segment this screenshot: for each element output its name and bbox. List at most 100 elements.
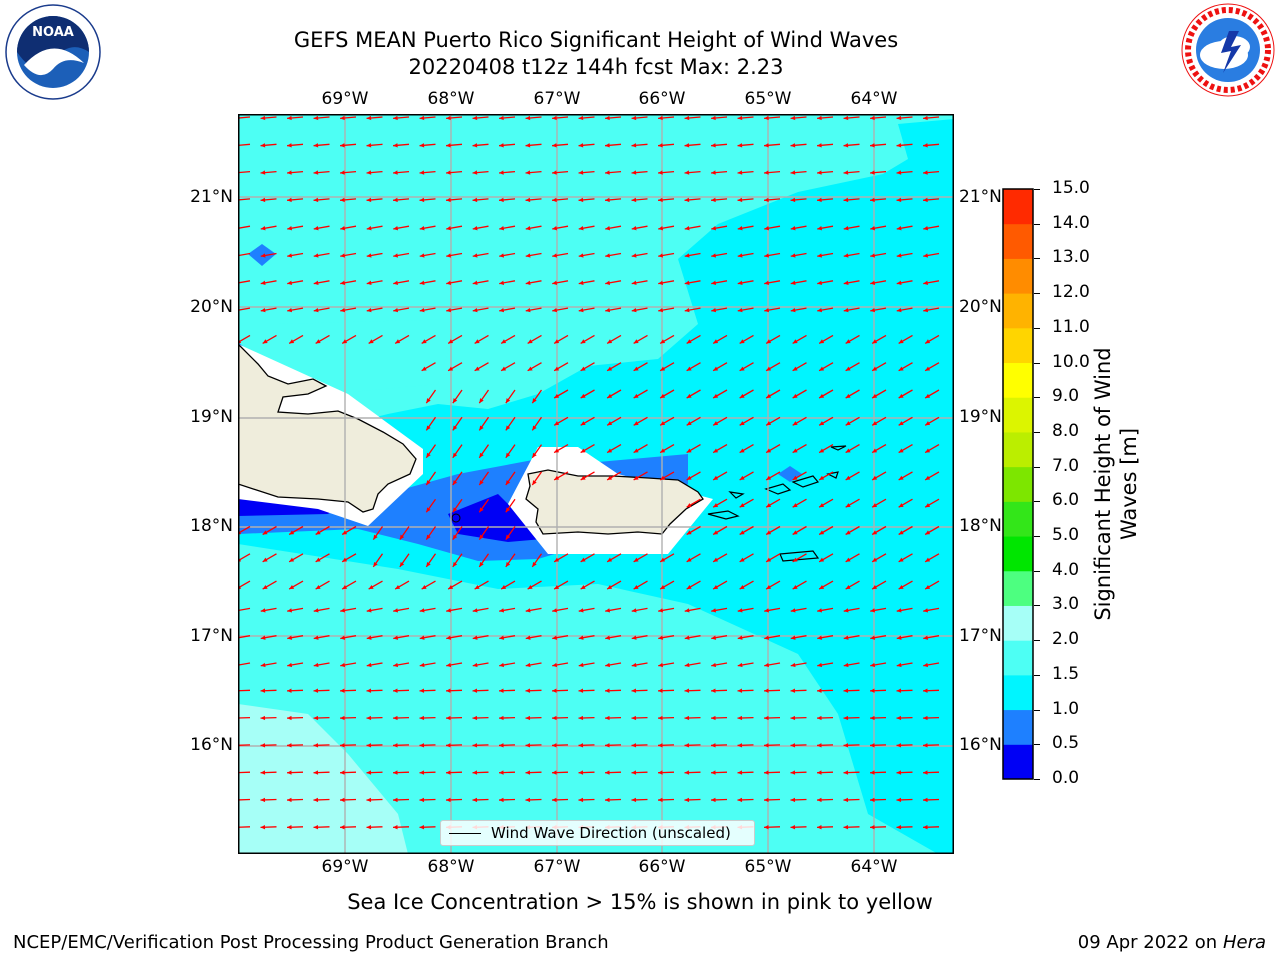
wave-direction-arrowhead (790, 170, 796, 175)
wave-direction-arrowhead (605, 797, 610, 803)
wave-direction-arrowhead (898, 475, 904, 480)
wave-direction-arrowhead (713, 530, 719, 535)
wave-direction-arrowhead (368, 339, 374, 344)
wave-direction-arrowhead (658, 197, 663, 203)
wave-direction-arrowhead (817, 662, 823, 668)
wave-direction-arrowhead (658, 143, 663, 148)
wave-direction-arrowhead (313, 743, 319, 748)
wave-direction-arrowhead (898, 530, 904, 535)
colorbar-tick-mark (1034, 431, 1040, 433)
wave-direction-arrowhead (340, 715, 345, 721)
wave-direction-arrowhead (421, 339, 427, 344)
wave-direction-arrowhead (605, 170, 610, 175)
wave-direction-arrowhead (313, 307, 319, 313)
wave-direction-arrowhead (527, 584, 533, 590)
wave-direction-arrowhead (843, 635, 849, 640)
wave-direction-arrowhead (313, 170, 319, 175)
wave-direction-arrowhead (366, 226, 372, 231)
wave-direction-arrowhead (896, 635, 902, 640)
legend-label: Wind Wave Direction (unscaled) (491, 824, 731, 842)
lat-label-right: 20°N (959, 297, 1002, 317)
wave-direction-arrowhead (260, 743, 266, 748)
map-subtitle-forecast: 20220408 t12z 144h fcst Max: 2.23 (408, 55, 784, 79)
wave-direction-arrowhead (819, 530, 825, 535)
wave-direction-arrowhead (393, 715, 398, 721)
wave-direction-arrowhead (395, 339, 401, 344)
wave-direction-arrowhead (631, 662, 637, 668)
wave-direction-arrowhead (684, 635, 690, 640)
wave-direction-arrowhead (287, 635, 293, 640)
wave-direction-arrowhead (896, 662, 902, 668)
wave-direction-arrowhead (426, 561, 431, 567)
wave-direction-arrowhead (658, 662, 664, 668)
wave-direction-arrowhead (845, 366, 851, 371)
wave-direction-arrowhead (472, 797, 478, 803)
wave-direction-arrowhead (819, 475, 825, 480)
wave-direction-arrowhead (896, 307, 902, 313)
wave-direction-arrowhead (554, 339, 560, 344)
wave-direction-arrowhead (870, 608, 876, 613)
wave-direction-arrowhead (843, 715, 849, 721)
wave-direction-arrowhead (713, 448, 719, 453)
wave-direction-arrowhead (472, 743, 478, 748)
wave-direction-arrowhead (393, 197, 398, 203)
wave-direction-arrowhead (633, 448, 639, 453)
wave-direction-arrowhead (552, 170, 557, 175)
wave-direction-arrowhead (684, 770, 690, 775)
wave-direction-arrowhead (764, 688, 769, 693)
wave-direction-arrowhead (819, 503, 825, 508)
wave-direction-arrowhead (578, 662, 584, 668)
wave-direction-arrowhead (870, 280, 876, 285)
wave-direction-arrowhead (713, 393, 719, 398)
colorbar-tick-mark (1034, 223, 1040, 225)
wave-direction-arrowhead (845, 339, 851, 344)
wave-direction-arrowhead (790, 197, 796, 203)
wave-direction-arrowhead (713, 503, 719, 508)
wave-direction-arrow (238, 716, 251, 719)
wave-direction-arrowhead (605, 662, 611, 668)
wave-direction-arrowhead (340, 635, 346, 640)
wave-direction-arrowhead (287, 115, 292, 121)
wave-direction-arrowhead (898, 448, 904, 453)
map-legend: Wind Wave Direction (unscaled) (440, 820, 755, 846)
wave-direction-arrowhead (260, 825, 266, 830)
island-st-croix (779, 550, 820, 562)
wave-direction-arrowhead (419, 280, 425, 285)
wave-direction-arrowhead (843, 797, 849, 803)
wave-direction-arrowhead (764, 197, 769, 203)
wave-direction-arrowhead (525, 280, 531, 285)
wave-direction-arrowhead (766, 584, 772, 590)
wave-direction-arrowhead (366, 797, 372, 803)
wave-direction-arrowhead (419, 608, 425, 613)
wave-direction-arrowhead (479, 507, 484, 513)
wave-direction-arrowhead (713, 366, 719, 371)
wave-direction-arrowhead (923, 253, 929, 258)
wave-direction-arrowhead (313, 143, 319, 148)
wave-direction-arrowhead (446, 197, 451, 203)
wave-direction-arrowhead (898, 339, 904, 344)
wave-direction-arrowhead (923, 635, 929, 640)
wave-direction-arrowhead (393, 226, 399, 231)
footer-date-text: 09 Apr 2022 on (1077, 932, 1223, 953)
wave-direction-arrowhead (578, 226, 584, 231)
wave-direction-arrowhead (711, 253, 717, 258)
wave-direction-arrowhead (923, 743, 928, 748)
wave-direction-arrowhead (658, 743, 663, 748)
wave-direction-arrowhead (764, 715, 769, 721)
wave-direction-arrowhead (817, 688, 822, 693)
wave-direction-arrowhead (419, 253, 425, 258)
wave-direction-arrowhead (262, 557, 268, 562)
wave-direction-arrowhead (870, 170, 875, 175)
wave-direction-arrowhead (446, 797, 451, 803)
lon-label-bottom: 69°W (321, 857, 369, 877)
wave-direction-arrowhead (633, 393, 639, 398)
wave-direction-arrowhead (446, 635, 452, 640)
wave-direction-arrowhead (684, 608, 690, 613)
lon-label-top: 65°W (744, 89, 792, 109)
wave-direction-arrowhead (479, 561, 484, 567)
wave-direction-arrowhead (452, 507, 458, 513)
lat-label-right: 21°N (959, 187, 1002, 207)
wave-direction-arrowhead (843, 770, 849, 775)
wave-direction-arrowhead (898, 503, 904, 508)
wave-direction-arrowhead (607, 366, 613, 371)
